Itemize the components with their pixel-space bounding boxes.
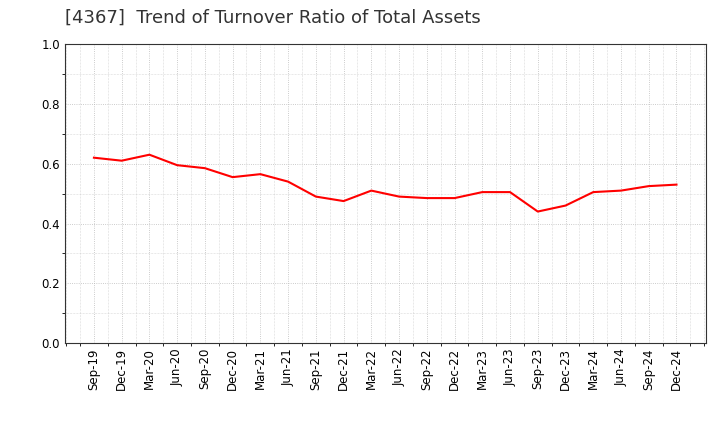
Text: [4367]  Trend of Turnover Ratio of Total Assets: [4367] Trend of Turnover Ratio of Total … — [65, 8, 480, 26]
